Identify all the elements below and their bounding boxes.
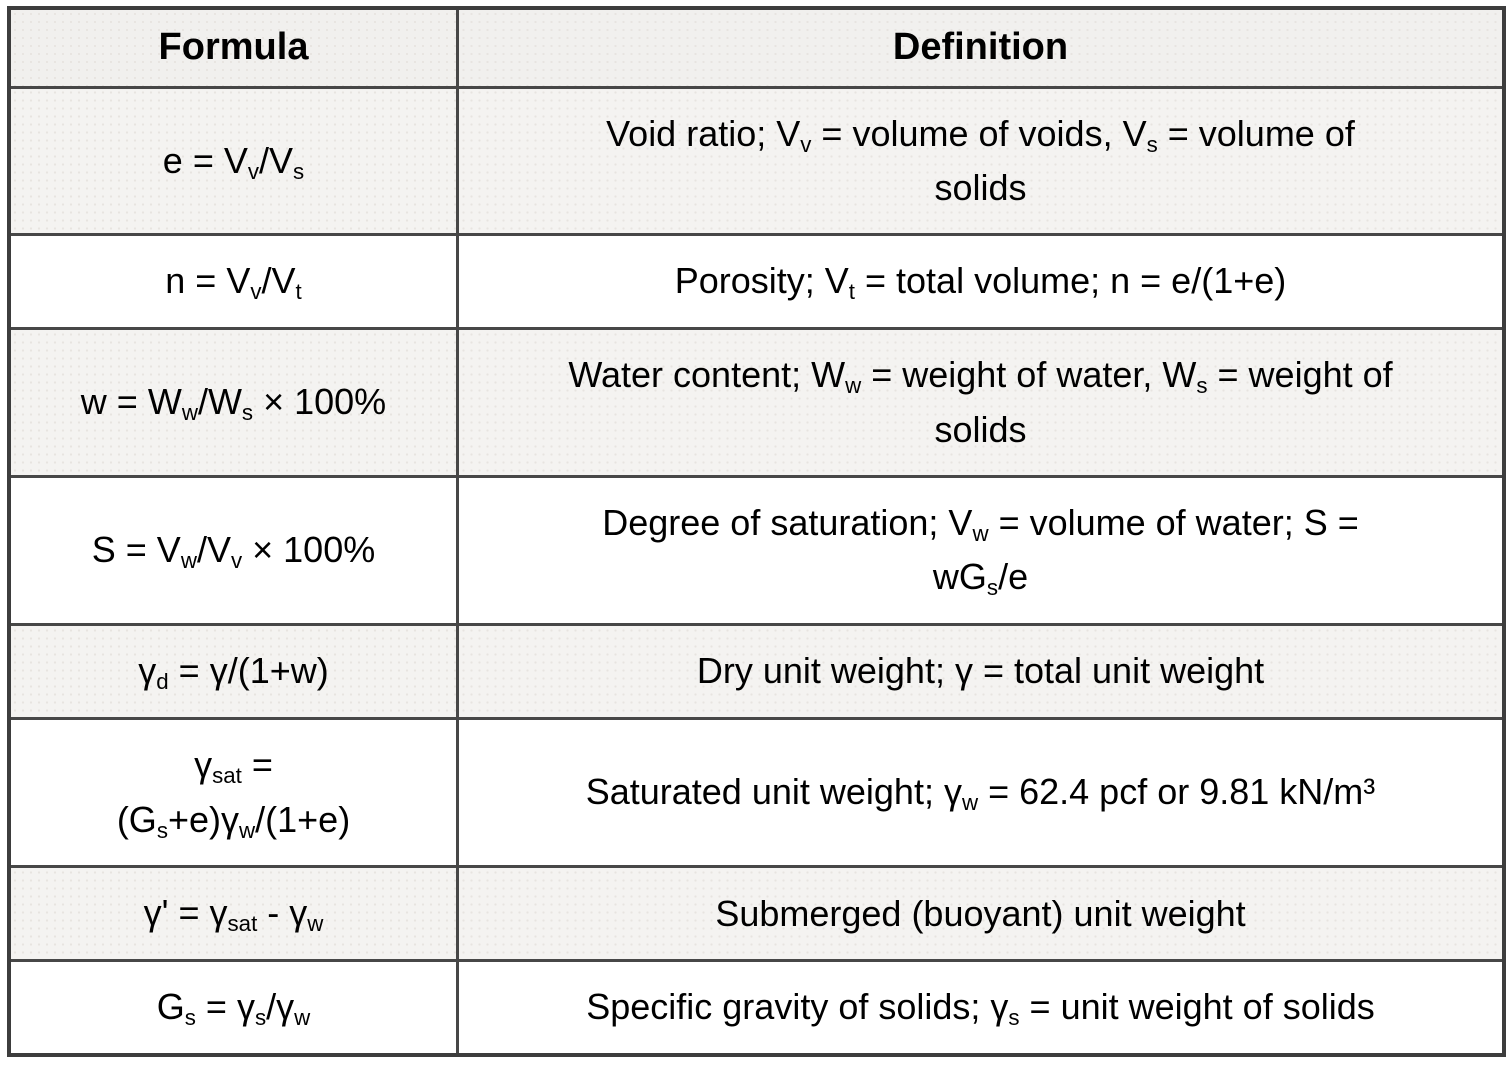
table-row: Gs = γs/γw Specific gravity of solids; γ… xyxy=(7,958,1506,1057)
subscript-text: sat xyxy=(212,763,242,789)
table-row: w = Ww/Ws × 100% Water content; Ww = wei… xyxy=(7,327,1506,478)
subscript-text: sat xyxy=(227,911,258,937)
text-segment: = weight of water, W xyxy=(861,354,1197,395)
text-segment: /V xyxy=(261,260,296,302)
definition-cell: Void ratio; Vv = volume of voids, Vs = v… xyxy=(456,85,1506,237)
text-segment: Water content; W xyxy=(568,354,846,395)
text-segment: γ xyxy=(194,743,213,785)
text-segment: Degree of saturation; V xyxy=(602,501,973,543)
definition-cell: Saturated unit weight; γw = 62.4 pcf or … xyxy=(456,716,1506,869)
text-segment: = weight of xyxy=(1207,354,1393,395)
subscript-text: w xyxy=(845,373,862,399)
text-segment: = volume of water; S = xyxy=(988,501,1359,543)
subscript-text: w xyxy=(961,790,979,816)
text-segment: = volume of voids, V xyxy=(811,112,1147,154)
definition-cell: Dry unit weight; γ = total unit weight xyxy=(456,623,1506,720)
subscript-text: w xyxy=(180,548,197,574)
subscript-text: s xyxy=(1196,373,1208,399)
text-segment: - γ xyxy=(257,892,308,934)
text-segment: n = V xyxy=(165,260,251,302)
subscript-text: t xyxy=(295,279,302,305)
text-segment: = xyxy=(241,743,273,785)
text-segment: G xyxy=(156,985,185,1027)
text-segment: = 62.4 pcf or 9.81 kN/m³ xyxy=(978,771,1376,813)
text-segment: = γ/(1+w) xyxy=(168,650,329,692)
subscript-text: w xyxy=(181,400,198,426)
subscript-text: s xyxy=(293,158,305,184)
formula-cell: γ' = γsat - γw xyxy=(7,865,459,962)
column-header-formula: Formula xyxy=(7,6,459,89)
formula-cell: S = Vw/Vv × 100% xyxy=(7,474,459,627)
subscript-text: v xyxy=(800,131,812,157)
table-row: e = Vv/Vs Void ratio; Vv = volume of voi… xyxy=(7,85,1506,237)
text-segment: Saturated unit weight; γ xyxy=(585,771,962,813)
text-segment: = γ xyxy=(195,985,255,1027)
table-row: γsat = (Gs+e)γw/(1+e) Saturated unit weig… xyxy=(7,716,1506,869)
subscript-text: s xyxy=(986,575,999,601)
subscript-text: s xyxy=(184,1005,196,1031)
text-segment: solids xyxy=(934,167,1027,209)
table-row: γ' = γsat - γw Submerged (buoyant) unit … xyxy=(7,865,1506,962)
text-segment: Dry unit weight; γ = total unit weight xyxy=(696,650,1265,692)
text-segment: Void ratio; V xyxy=(606,112,801,154)
definition-cell: Porosity; Vt = total volume; n = e/(1+e) xyxy=(456,233,1506,330)
text-segment: /V xyxy=(196,529,231,571)
text-segment: γ xyxy=(138,650,157,692)
text-segment: = unit weight of solids xyxy=(1019,985,1375,1027)
subscript-text: s xyxy=(1008,1005,1020,1031)
text-segment: = total volume; n = e/(1+e) xyxy=(855,260,1287,302)
table-header: Formula Definition xyxy=(7,6,1506,89)
table-body: e = Vv/Vs Void ratio; Vv = volume of voi… xyxy=(7,85,1506,1057)
text-segment: w = W xyxy=(80,381,182,422)
text-segment: e = V xyxy=(162,139,248,181)
definition-cell: Submerged (buoyant) unit weight xyxy=(456,865,1506,962)
text-segment: solids xyxy=(934,408,1027,450)
text-segment: /V xyxy=(259,139,294,181)
definition-cell: Water content; Ww = weight of water, Ws … xyxy=(456,327,1506,478)
subscript-text: t xyxy=(848,279,855,305)
subscript-text: s xyxy=(241,400,254,426)
text-segment: Submerged (buoyant) unit weight xyxy=(715,892,1246,934)
definition-cell: Specific gravity of solids; γs = unit we… xyxy=(456,958,1506,1057)
table-row: γd = γ/(1+w) Dry unit weight; γ = total … xyxy=(7,623,1506,720)
formula-cell: n = Vv/Vt xyxy=(7,233,459,330)
table-row: S = Vw/Vv × 100% Degree of saturation; V… xyxy=(7,474,1506,627)
table-row: n = Vv/Vt Porosity; Vt = total volume; n… xyxy=(7,233,1506,330)
text-segment: × 100% xyxy=(253,381,387,422)
text-segment: wG xyxy=(932,556,987,598)
text-segment: /W xyxy=(197,381,242,422)
formula-cell: γd = γ/(1+w) xyxy=(7,623,459,720)
subscript-text: w xyxy=(307,911,324,937)
subscript-text: s xyxy=(156,817,168,843)
formula-cell: e = Vv/Vs xyxy=(7,85,459,237)
subscript-text: d xyxy=(156,669,169,695)
formula-cell: γsat = (Gs+e)γw/(1+e) xyxy=(7,716,459,869)
text-segment: +e)γ xyxy=(167,798,240,840)
text-segment: (G xyxy=(116,798,157,840)
text-segment: S = V xyxy=(91,529,181,571)
header-row: Formula Definition xyxy=(7,6,1506,89)
text-segment: /e xyxy=(998,556,1029,598)
subscript-text: v xyxy=(250,279,262,305)
subscript-text: v xyxy=(230,548,243,574)
text-segment: × 100% xyxy=(242,529,376,571)
text-segment: /γ xyxy=(266,985,295,1027)
subscript-text: v xyxy=(247,158,260,184)
text-segment: γ' = γ xyxy=(143,892,228,934)
subscript-text: w xyxy=(972,520,989,546)
text-segment: Specific gravity of solids; γ xyxy=(586,985,1009,1027)
formula-cell: w = Ww/Ws × 100% xyxy=(7,327,459,478)
subscript-text: s xyxy=(254,1005,267,1031)
subscript-text: w xyxy=(294,1005,311,1031)
column-header-definition: Definition xyxy=(456,6,1506,89)
subscript-text: s xyxy=(1146,131,1158,157)
subscript-text: w xyxy=(239,817,256,843)
formula-cell: Gs = γs/γw xyxy=(7,958,459,1057)
text-segment: /(1+e) xyxy=(255,798,351,840)
definition-cell: Degree of saturation; Vw = volume of wat… xyxy=(456,474,1506,627)
text-segment: = volume of xyxy=(1157,112,1355,154)
formula-definition-table: Formula Definition e = Vv/Vs Void ratio;… xyxy=(7,6,1506,1057)
text-segment: Porosity; V xyxy=(674,260,849,302)
